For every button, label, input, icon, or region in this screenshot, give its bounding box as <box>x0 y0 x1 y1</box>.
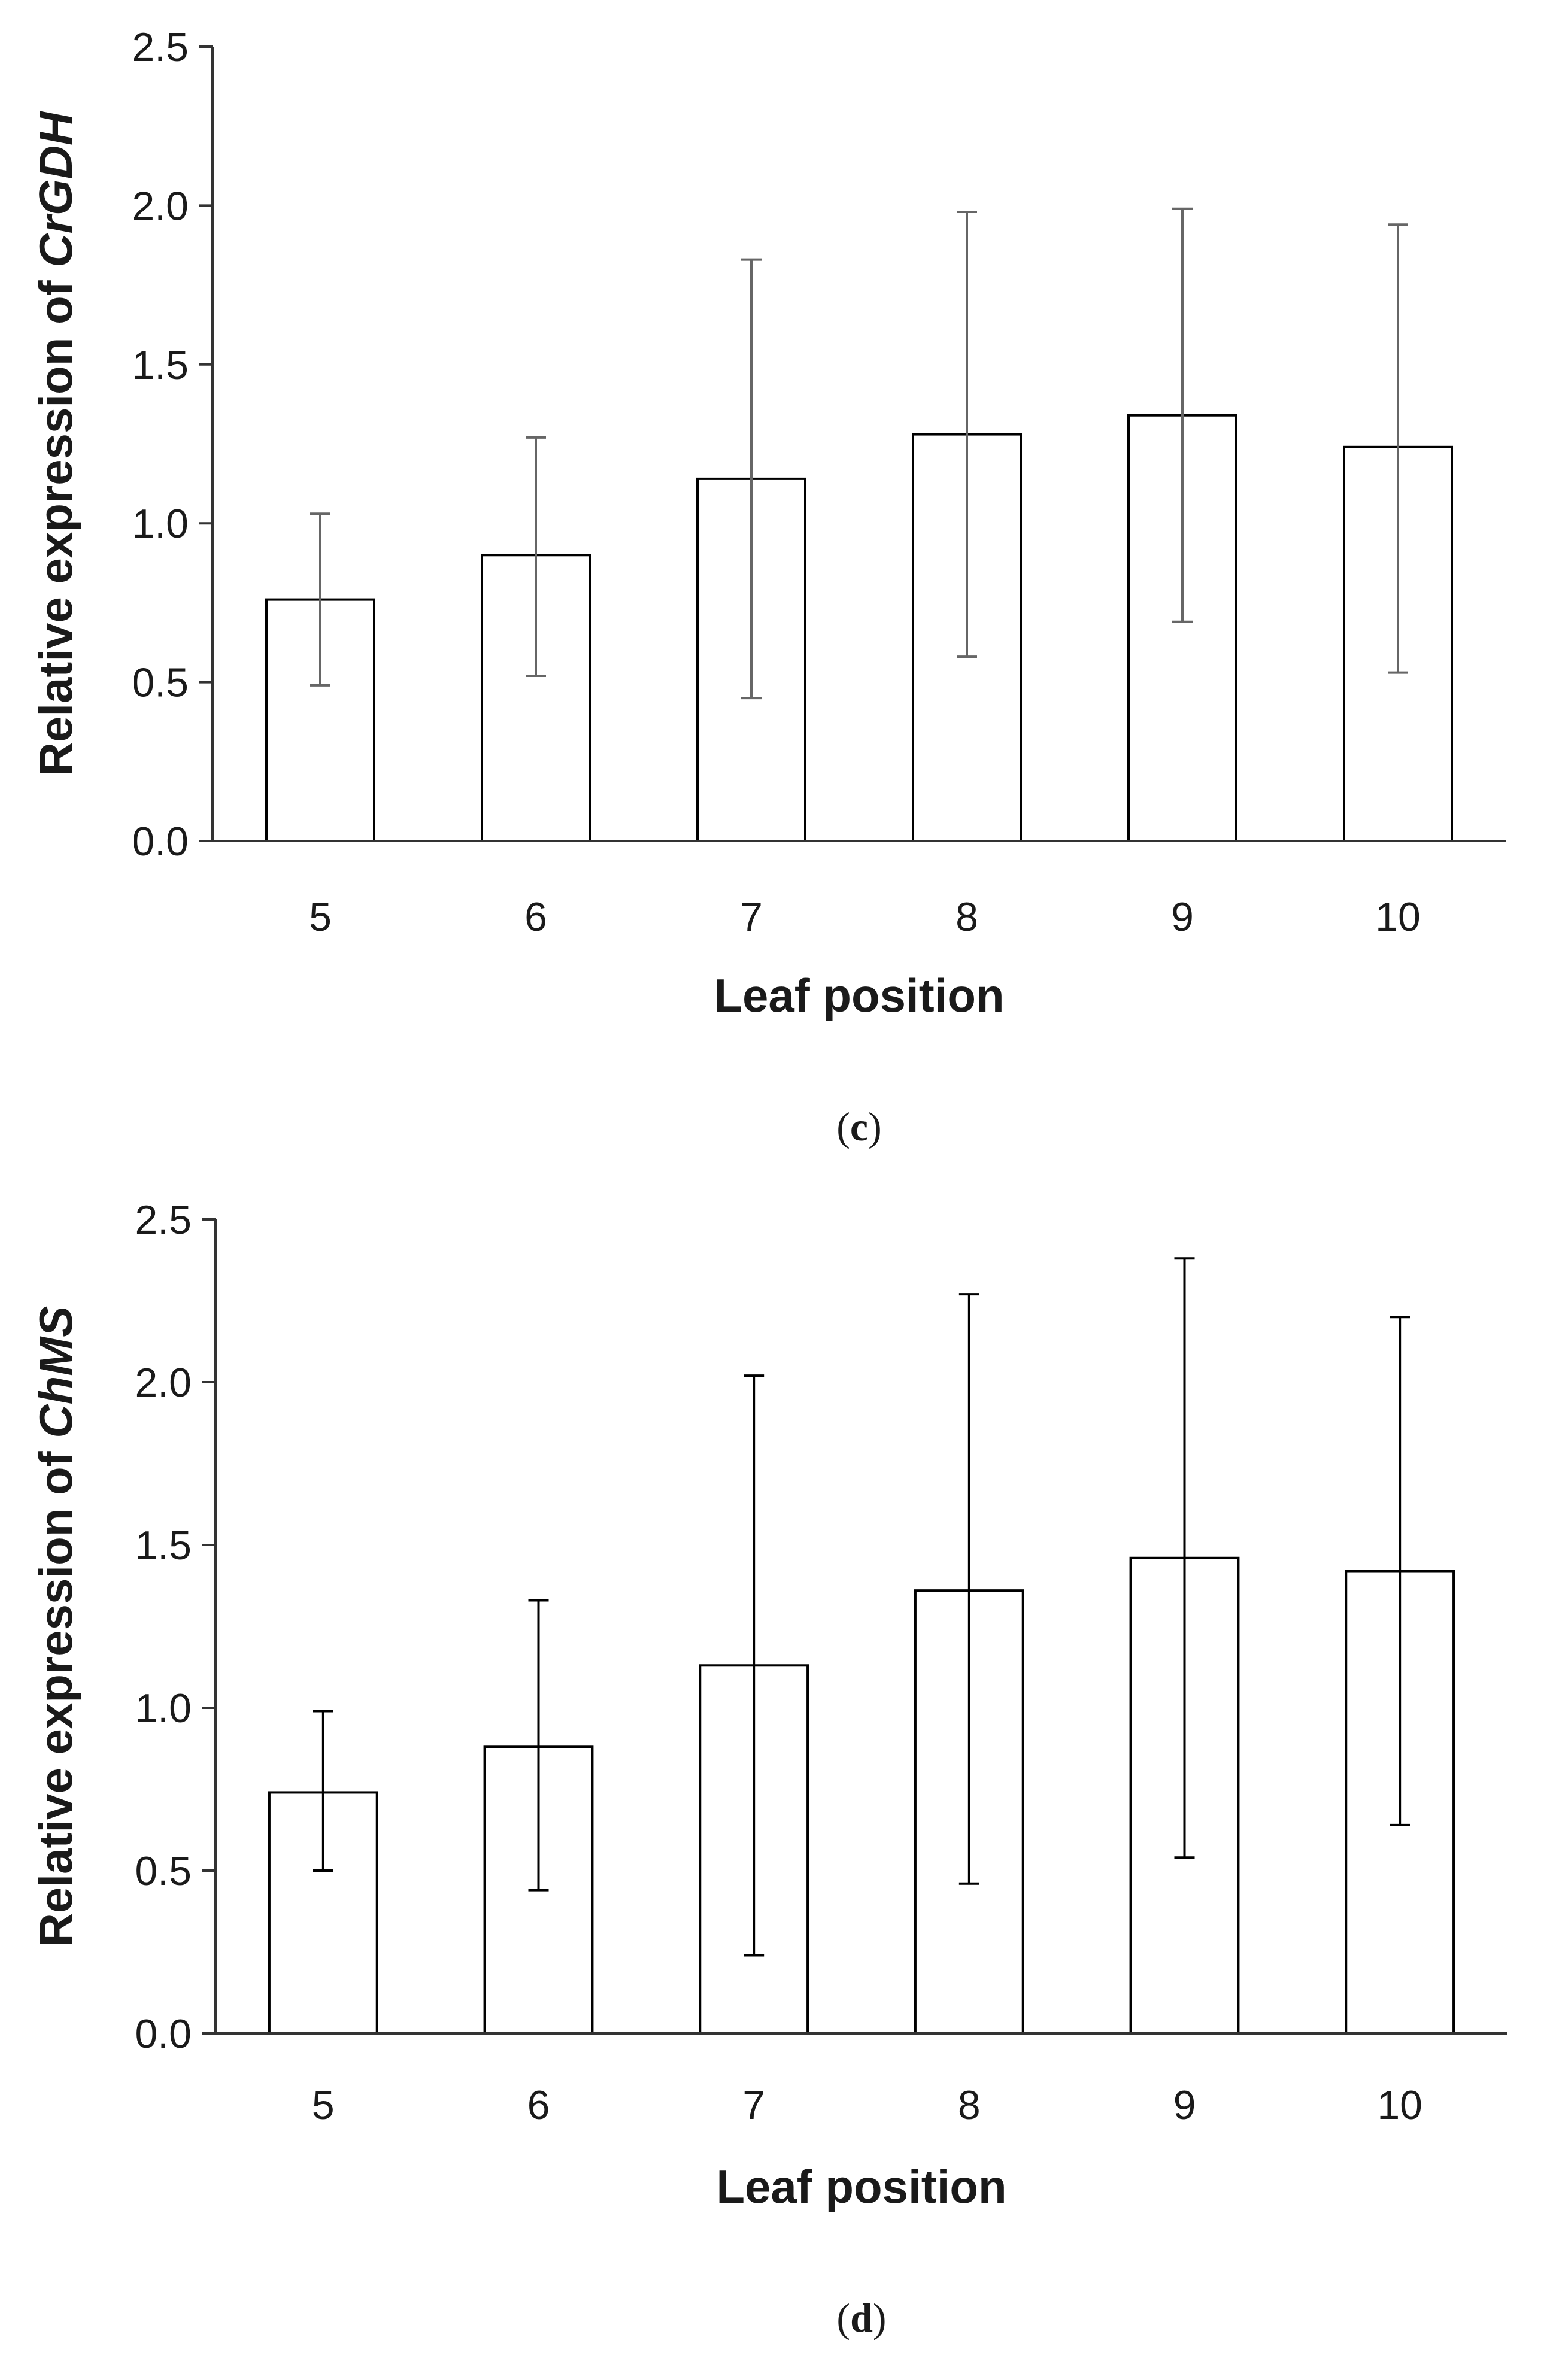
y-axis-title: Relative expression of ChMS <box>29 1306 82 1947</box>
panel-label-open: ( <box>836 1104 850 1149</box>
panel-label-close: ) <box>873 2295 887 2340</box>
x-tick-label: 5 <box>312 2082 335 2128</box>
y-axis-title-prefix: Relative expression of <box>29 1438 82 1947</box>
x-tick-label: 9 <box>1171 894 1194 940</box>
x-tick-label: 10 <box>1375 894 1421 940</box>
x-tick-label: 8 <box>955 894 978 940</box>
y-tick-label: 1.5 <box>135 1523 192 1568</box>
x-tick-label: 8 <box>958 2082 981 2128</box>
y-tick-label: 2.5 <box>135 1197 192 1243</box>
y-tick-label: 0.5 <box>132 660 189 706</box>
x-axis-title: Leaf position <box>716 2160 1006 2213</box>
x-tick-label: 5 <box>309 894 332 940</box>
y-axis-title-gene: ChMS <box>29 1306 82 1438</box>
y-tick-label: 1.0 <box>132 501 189 547</box>
x-axis-title: Leaf position <box>714 969 1004 1022</box>
x-tick-label: 6 <box>524 894 547 940</box>
y-tick-label: 0.0 <box>135 2011 192 2057</box>
y-tick-label: 1.5 <box>132 342 189 388</box>
chart-panel-c: 0.0 0.5 1.0 1.5 2.0 2.5 5 6 7 8 9 10 Leaf position Re… <box>29 25 1506 1149</box>
x-tick-label: 7 <box>740 894 763 940</box>
panel-label-close: ) <box>868 1104 882 1149</box>
x-tick-label: 10 <box>1377 2082 1422 2128</box>
panel-label-open: ( <box>836 2295 850 2340</box>
y-axis-title-gene: CrGDH <box>29 111 82 268</box>
y-tick-label: 0.0 <box>132 819 189 864</box>
x-tick-label: 9 <box>1173 2082 1196 2128</box>
y-tick-label: 2.5 <box>132 25 189 70</box>
panel-label: (c) <box>836 1104 882 1149</box>
y-tick-label: 2.0 <box>132 183 189 229</box>
x-tick-label: 6 <box>527 2082 550 2128</box>
y-tick-label: 0.5 <box>135 1848 192 1894</box>
y-axis-title: Relative expression of CrGDH <box>29 111 82 776</box>
panel-label-letter: c <box>850 1104 868 1149</box>
x-tick-label: 7 <box>742 2082 765 2128</box>
panel-label-letter: d <box>850 2295 873 2340</box>
y-tick-label: 1.0 <box>135 1686 192 1731</box>
y-axis-title-prefix: Relative expression of <box>29 268 82 776</box>
panel-label: (d) <box>836 2295 886 2340</box>
y-tick-label: 2.0 <box>135 1360 192 1405</box>
chart-panel-d: 0.0 0.5 1.0 1.5 2.0 2.5 5 6 7 8 9 10 Leaf position Re… <box>29 1197 1507 2340</box>
